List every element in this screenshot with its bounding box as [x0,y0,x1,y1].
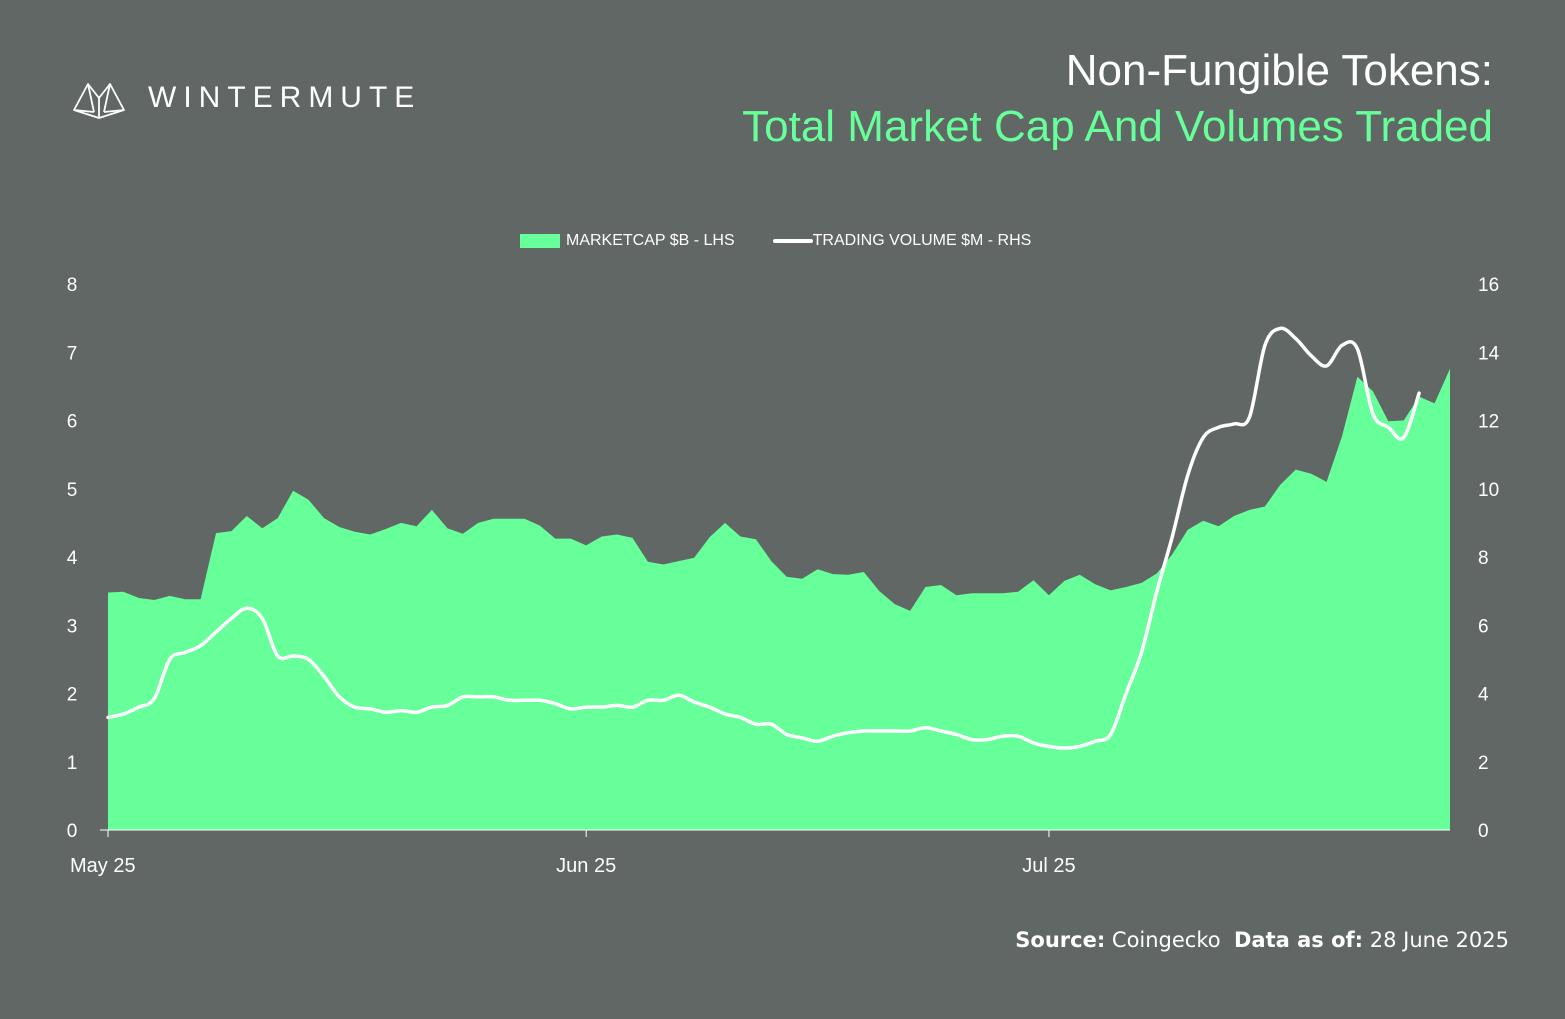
chart-legend: MARKETCAP $B - LHS TRADING VOLUME $M - R… [520,232,1069,250]
legend-swatch-line [772,239,813,243]
y-left-tick-label: 5 [67,480,78,501]
source-label: Source: [1015,928,1106,952]
legend-item-marketcap: MARKETCAP $B - LHS [520,232,735,250]
x-tick-label: May 25 [70,855,136,877]
title-line-1: Non-Fungible Tokens: [1065,46,1493,95]
brand-logo: WINTERMUTE [72,76,421,120]
brand-name: WINTERMUTE [148,81,422,114]
y-right-tick-label: 8 [1478,548,1489,569]
y-right-tick-label: 4 [1478,685,1489,706]
y-left-tick-label: 0 [67,821,78,842]
y-left-tick-label: 4 [67,548,78,569]
y-right-tick-label: 2 [1478,753,1489,774]
y-right-tick-label: 0 [1478,821,1489,842]
legend-swatch-area [520,234,560,248]
y-left-tick-label: 3 [67,616,78,637]
trading-volume-line [106,326,1421,750]
y-right-tick-label: 6 [1478,616,1489,637]
legend-item-volume: TRADING VOLUME $M - RHS [772,232,1032,250]
y-left-tick-label: 1 [67,753,78,774]
y-left-tick-label: 6 [67,412,78,433]
legend-label-volume: TRADING VOLUME $M - RHS [812,232,1032,249]
source-value: Coingecko [1111,928,1221,952]
y-left-tick-label: 8 [67,275,78,296]
y-right-tick-label: 14 [1478,343,1500,364]
chart-title: Non-Fungible Tokens: Total Market Cap An… [742,44,1493,156]
source-note: Source: Coingecko Data as of: 28 June 20… [1015,928,1509,952]
title-line-2: Total Market Cap And Volumes Traded [742,102,1493,151]
date-value: 28 June 2025 [1369,928,1509,952]
y-right-tick-label: 16 [1478,275,1499,296]
y-right-tick-label: 10 [1478,480,1499,501]
y-right-tick-label: 12 [1478,412,1499,433]
marketcap-area [108,368,1450,830]
date-label: Data as of: [1233,928,1364,952]
y-left-tick-label: 7 [67,343,78,364]
y-left-tick-label: 2 [67,685,78,706]
x-tick-label: Jun 25 [556,855,616,877]
wintermute-logo-icon [73,83,125,119]
legend-label-marketcap: MARKETCAP $B - LHS [566,232,735,249]
x-tick-label: Jul 25 [1022,855,1075,877]
